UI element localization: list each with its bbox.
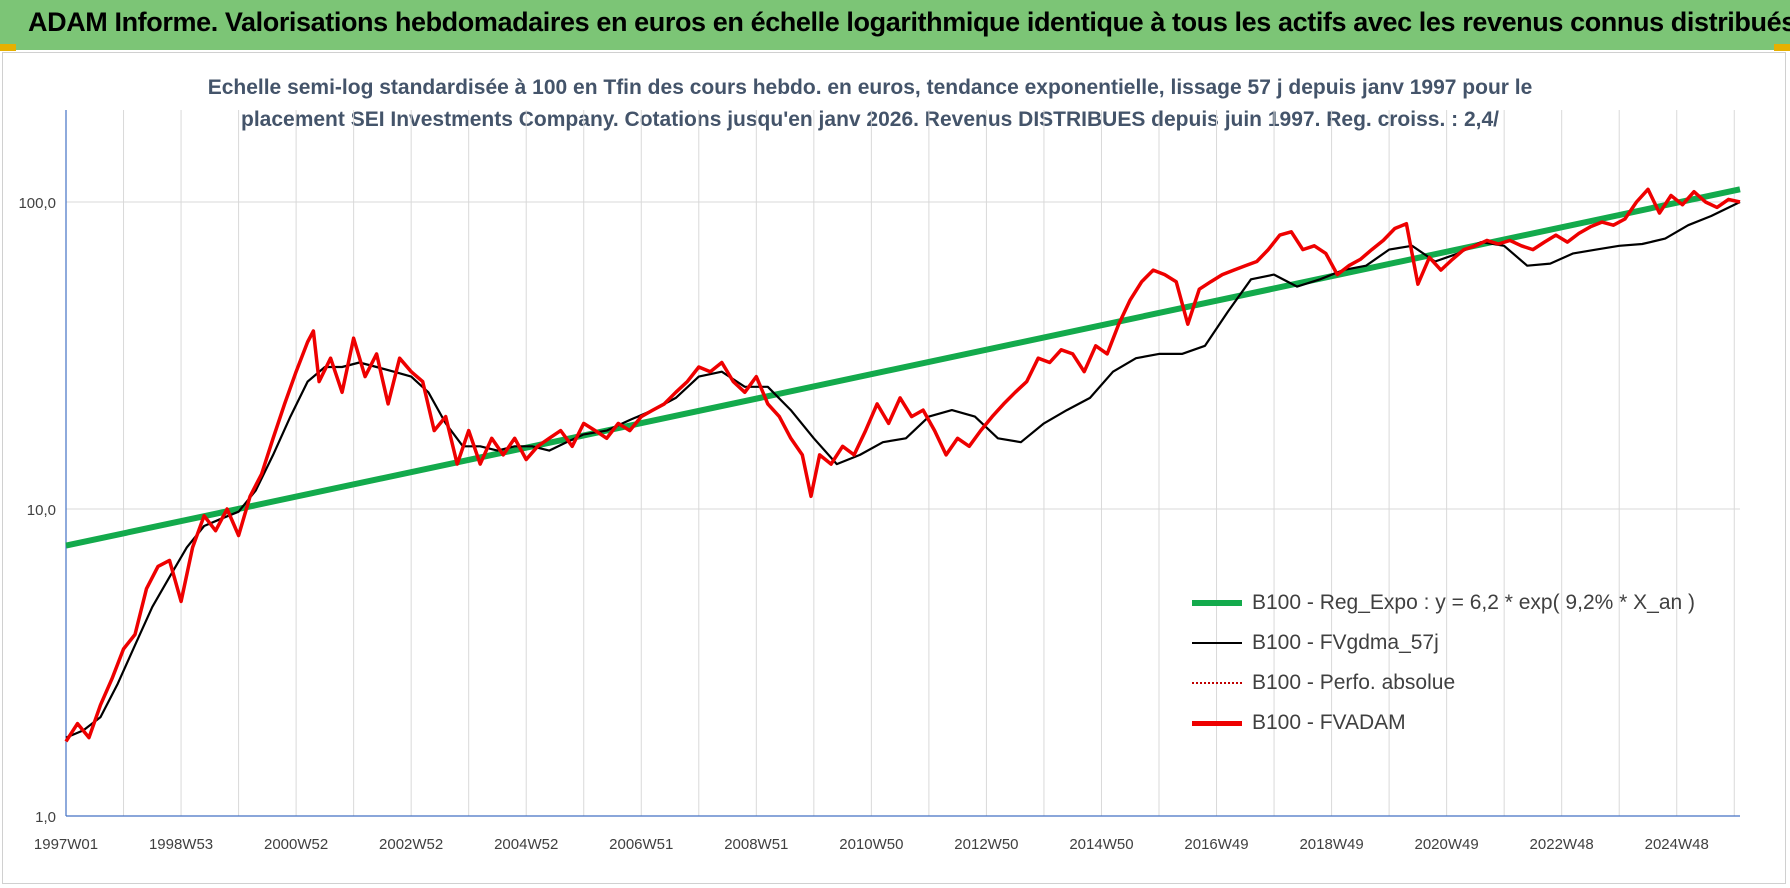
chart-frame: [2, 52, 1786, 884]
x-tick-label: 2024W48: [1645, 836, 1709, 853]
y-tick-label: 100,0: [18, 195, 56, 212]
x-tick-label: 2002W52: [379, 836, 443, 853]
x-tick-label: 2020W49: [1415, 836, 1479, 853]
x-tick-label: 2000W52: [264, 836, 328, 853]
series-line-fvgdma: [65, 201, 1741, 739]
x-tick-label: 1998W53: [149, 836, 213, 853]
x-tick-label: 2010W50: [839, 836, 903, 853]
x-tick-label: 2012W50: [954, 836, 1018, 853]
legend-label-perfo: B100 - Perfo. absolue: [1252, 671, 1456, 694]
legend-item-regression: B100 - Reg_Expo : y = 6,2 * exp( 9,2% * …: [1192, 583, 1695, 623]
x-tick-label: 2008W51: [724, 836, 788, 853]
legend-item-fvadam: B100 - FVADAM: [1192, 703, 1695, 743]
chart-subtitle-line1: Echelle semi-log standardisée à 100 en T…: [207, 76, 1533, 99]
chart-subtitle-line2: placement SEI Investments Company. Cotat…: [241, 108, 1499, 131]
series-line-fvadam: [64, 187, 1741, 743]
legend-label-regression: B100 - Reg_Expo : y = 6,2 * exp( 9,2% * …: [1252, 591, 1696, 614]
x-tick-label: 2022W48: [1530, 836, 1594, 853]
x-tick-label: 2014W50: [1069, 836, 1133, 853]
title-banner: ADAM Informe. Valorisations hebdomadaire…: [0, 0, 1790, 50]
legend-swatch-fvgdma: [1192, 642, 1242, 644]
y-tick-label: 1,0: [35, 809, 56, 826]
x-tick-label: 2006W51: [609, 836, 673, 853]
page-title: ADAM Informe. Valorisations hebdomadaire…: [28, 7, 1790, 37]
legend-label-fvadam: B100 - FVADAM: [1252, 711, 1406, 734]
legend-swatch-fvadam: [1192, 720, 1242, 726]
legend-item-fvgdma: B100 - FVgdma_57j: [1192, 623, 1695, 663]
corner-marker-left: [0, 44, 16, 51]
x-tick-label: 2004W52: [494, 836, 558, 853]
legend-label-fvgdma: B100 - FVgdma_57j: [1252, 631, 1439, 654]
x-tick-label: 1997W01: [34, 836, 98, 853]
chart-legend: B100 - Reg_Expo : y = 6,2 * exp( 9,2% * …: [1192, 583, 1695, 743]
x-tick-label: 2016W49: [1184, 836, 1248, 853]
corner-marker-right: [1774, 44, 1790, 51]
legend-swatch-regression: [1192, 600, 1242, 606]
chart-subtitle: Echelle semi-log standardisée à 100 en T…: [130, 72, 1610, 136]
legend-item-perfo: B100 - Perfo. absolue: [1192, 663, 1695, 703]
y-tick-label: 10,0: [27, 502, 56, 519]
series-line-regression: [65, 186, 1741, 549]
x-tick-label: 2018W49: [1299, 836, 1363, 853]
legend-swatch-perfo: [1192, 682, 1242, 684]
